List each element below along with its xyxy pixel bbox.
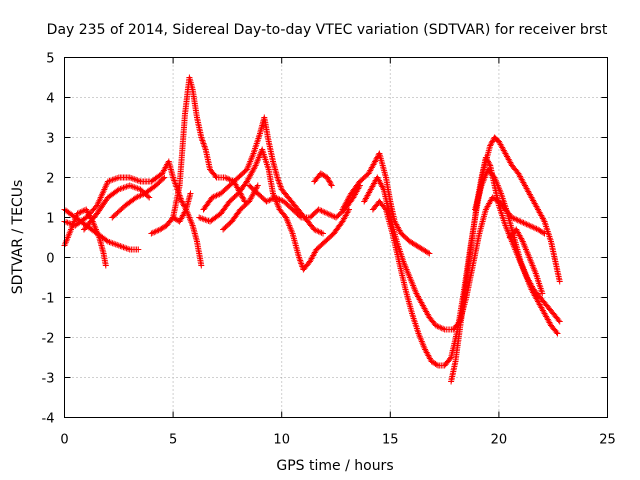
x-tick-label: 10 — [273, 433, 290, 448]
series-track-17 — [472, 166, 563, 325]
data-point-markers — [472, 166, 563, 325]
series-track-6 — [148, 190, 194, 237]
x-tick-label: 20 — [491, 433, 508, 448]
x-tick-label: 0 — [60, 433, 68, 448]
data-point-markers — [311, 170, 335, 189]
x-tick-label: 15 — [382, 433, 399, 448]
series-track-12 — [311, 170, 335, 189]
plot-frame — [64, 57, 608, 418]
axis-ticks: 0 5 10 15 20 25 -4 -3 -2 -1 0 1 2 3 4 5 — [42, 52, 616, 448]
data-points — [61, 74, 563, 385]
series-track-15 — [369, 134, 563, 369]
grid-lines — [64, 57, 608, 418]
series-track-7 — [170, 74, 248, 221]
y-tick-label: -2 — [42, 332, 55, 347]
series-track-8 — [200, 114, 326, 237]
data-point-markers — [339, 150, 433, 257]
data-point-markers — [196, 146, 352, 273]
y-tick-label: -1 — [42, 292, 55, 307]
y-tick-label: 3 — [46, 132, 54, 147]
data-point-markers — [448, 154, 561, 385]
y-tick-label: 4 — [46, 92, 54, 107]
y-axis-label: SDTVAR / TECUs — [10, 180, 26, 295]
series-track-5 — [109, 174, 168, 221]
y-tick-label: 5 — [46, 52, 54, 67]
data-point-markers — [148, 190, 194, 237]
data-point-markers — [369, 134, 563, 369]
y-tick-label: -3 — [42, 372, 55, 387]
series-track-18 — [506, 226, 546, 297]
y-tick-label: 0 — [46, 252, 54, 267]
y-tick-label: 1 — [46, 212, 54, 227]
series-track-9 — [196, 146, 352, 273]
x-tick-label: 25 — [599, 433, 616, 448]
x-tick-label: 5 — [169, 433, 177, 448]
chart-title: Day 235 of 2014, Sidereal Day-to-day VTE… — [47, 22, 608, 38]
series-track-16 — [448, 154, 561, 385]
data-point-markers — [506, 226, 546, 297]
y-tick-label: 2 — [46, 172, 54, 187]
data-point-markers — [109, 174, 168, 221]
data-point-markers — [200, 114, 326, 237]
y-tick-label: -4 — [42, 412, 55, 427]
x-axis-label: GPS time / hours — [276, 458, 393, 474]
series-track-13 — [339, 150, 433, 257]
data-point-markers — [170, 74, 248, 221]
